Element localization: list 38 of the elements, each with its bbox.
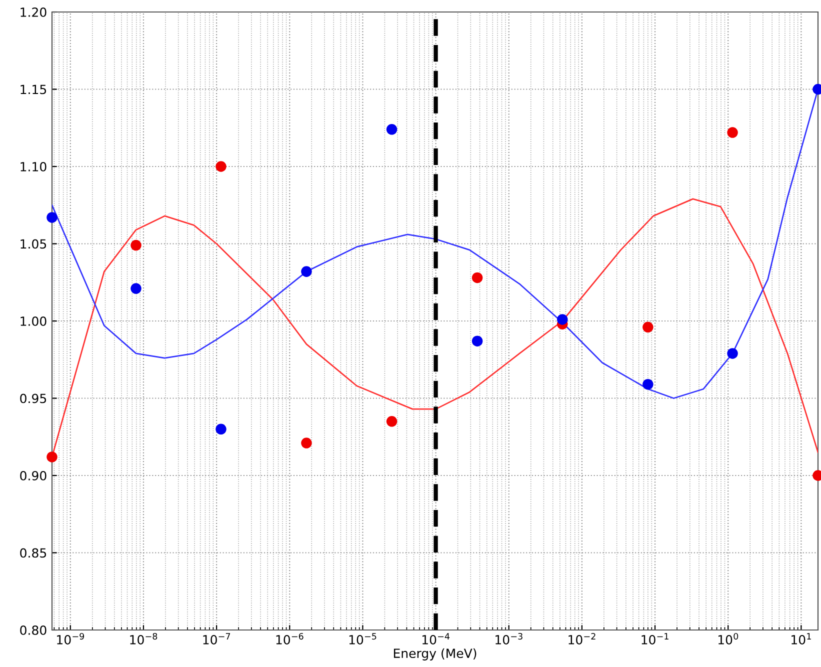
point (642, 322, 654, 333)
point (46, 212, 58, 223)
y-tick-label: 1.05 (20, 239, 46, 249)
x-tick-label: 10$^{−8}$ (130, 632, 158, 644)
y-tick-label: 0.95 (20, 394, 46, 404)
point (556, 314, 568, 325)
x-tick-label: 10$^{−5}$ (349, 633, 376, 644)
y-tick-label: 1.20 (20, 7, 46, 17)
y-tick-label: 1.15 (20, 84, 46, 94)
x-tick-label: 10$^{−6}$ (276, 632, 304, 644)
point (46, 452, 58, 462)
x-tick-label: 10$^{−4}$ (422, 633, 450, 644)
point (130, 240, 142, 251)
point (216, 424, 226, 435)
x-tick-label: 10$^{−1}$ (642, 633, 668, 644)
y-tick-label: 1.00 (20, 316, 46, 326)
x-tick-label: 10$^{−3}$ (496, 632, 522, 644)
point (727, 348, 738, 359)
point (301, 438, 312, 448)
point (216, 161, 226, 172)
point (386, 124, 398, 135)
point (130, 283, 142, 294)
point (386, 416, 398, 427)
point (727, 127, 738, 138)
y-tick-label: 0.90 (20, 470, 46, 480)
point (642, 378, 654, 390)
x-axis-title: Energy (MeV) (394, 648, 476, 660)
point (472, 336, 483, 346)
x-tick-label: 10$^{1}$ (792, 633, 811, 644)
point (301, 266, 312, 277)
x-tick-label: 10$^{−7}$ (203, 633, 230, 644)
y-tick-label: 1.10 (20, 162, 46, 172)
point (472, 272, 483, 284)
x-tick-label: 10$^{−9}$ (57, 632, 84, 644)
y-tick-label: 0.80 (20, 625, 46, 635)
x-tick-label: 10$^{0}$ (718, 632, 738, 644)
x-tick-label: 10$^{−2}$ (568, 632, 596, 644)
y-tick-label: 0.85 (20, 548, 46, 558)
